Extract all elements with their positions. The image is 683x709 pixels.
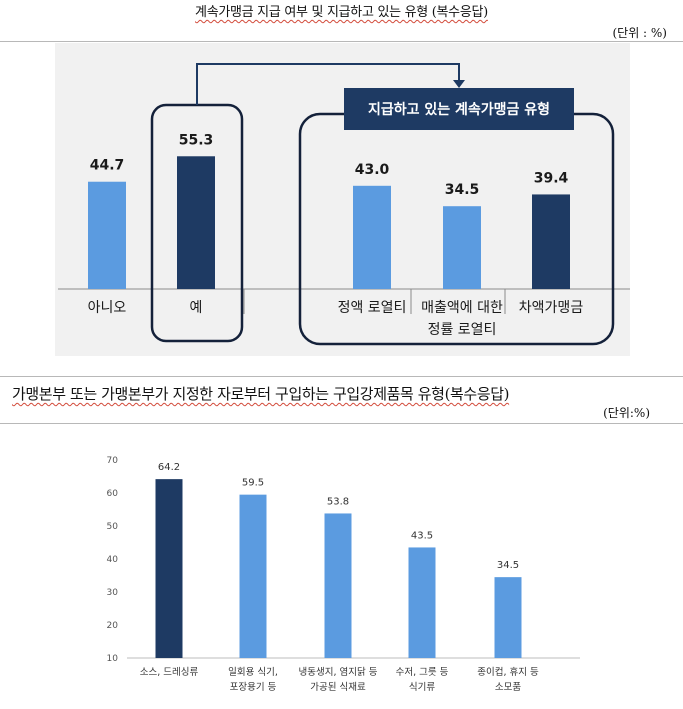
chart1-bar — [88, 181, 126, 289]
chart1-value-label: 44.7 — [90, 158, 125, 174]
chart1-bar — [353, 185, 391, 289]
chart2-category-label: 냉동생지, 염지닭 등 — [299, 666, 378, 678]
chart1-bar — [177, 156, 215, 289]
chart1-category-label: 정률 로열티 — [428, 322, 497, 338]
chart2-y-tick-label: 40 — [107, 555, 119, 565]
chart2-category-label: 소모품 — [495, 682, 521, 693]
chart2-y-tick-label: 70 — [107, 456, 119, 466]
chart1-unit-label: (단위 : %) — [612, 26, 667, 40]
chart1-bar — [443, 206, 481, 289]
chart2-y-axis: 10 20 30 40 50 60 70 — [107, 456, 119, 664]
chart2-category-label: 종이컵, 휴지 등 — [477, 666, 539, 678]
connector-arrow-line — [196, 63, 460, 105]
chart2-bar — [408, 547, 436, 658]
chart1-value-label: 34.5 — [445, 182, 480, 198]
connector-arrow-head — [453, 80, 465, 88]
chart2-bar — [155, 479, 183, 658]
chart2-bars: 64.2 소스, 드레싱류 59.5 일회용 식기, 포장용기 등 53.8 냉동생지, 염… — [140, 462, 539, 693]
chart2-y-tick-label: 50 — [107, 522, 119, 532]
chart2-category-label: 식기류 — [409, 682, 435, 693]
chart2-title: 가맹본부 또는 가맹본부가 지정한 자로부터 구입하는 구입강제품목 유형(복수… — [12, 385, 510, 403]
divider-middle — [0, 376, 683, 377]
chart2-category-label: 소스, 드레싱류 — [140, 667, 199, 678]
chart2-category-label: 수저, 그릇 등 — [396, 667, 449, 678]
chart1-title: 계속가맹금 지급 여부 및 지급하고 있는 유형 (복수응답) — [195, 5, 488, 20]
chart2-value-label: 43.5 — [411, 530, 433, 541]
chart1-category-label: 차액가맹금 — [519, 300, 584, 316]
chart2-value-label: 59.5 — [242, 478, 264, 489]
chart1-bar — [532, 194, 570, 289]
chart2-y-tick-label: 20 — [107, 621, 119, 631]
chart2-bar — [494, 577, 522, 658]
chart1-value-label: 39.4 — [534, 170, 569, 186]
callout-label: 지급하고 있는 계속가맹금 유형 — [368, 101, 550, 118]
chart2-category-label: 일회용 식기, — [228, 667, 278, 678]
chart1-value-label: 43.0 — [355, 162, 390, 178]
chart2-bar — [324, 513, 352, 658]
chart2-value-label: 53.8 — [327, 496, 349, 507]
chart2-category-label: 포장용기 등 — [230, 682, 277, 693]
chart1-value-label: 55.3 — [179, 132, 214, 148]
chart2-y-tick-label: 60 — [107, 489, 119, 499]
chart2-bar — [239, 494, 267, 658]
chart1-category-label: 매출액에 대한 — [421, 300, 503, 316]
divider-chart2 — [0, 423, 683, 424]
chart2-category-label: 가공된 식재료 — [310, 681, 366, 693]
chart2-value-label: 64.2 — [158, 462, 180, 473]
chart1-category-label: 예 — [190, 300, 203, 316]
chart1-category-label: 아니오 — [88, 300, 127, 316]
chart2-value-label: 34.5 — [497, 560, 519, 571]
chart1-category-label: 정액 로열티 — [338, 300, 407, 316]
chart2-y-tick-label: 30 — [107, 588, 119, 598]
chart2-unit-label: (단위:%) — [603, 406, 650, 420]
divider-top — [0, 41, 683, 42]
chart2-y-tick-label: 10 — [107, 654, 119, 664]
callout-box — [344, 88, 574, 130]
